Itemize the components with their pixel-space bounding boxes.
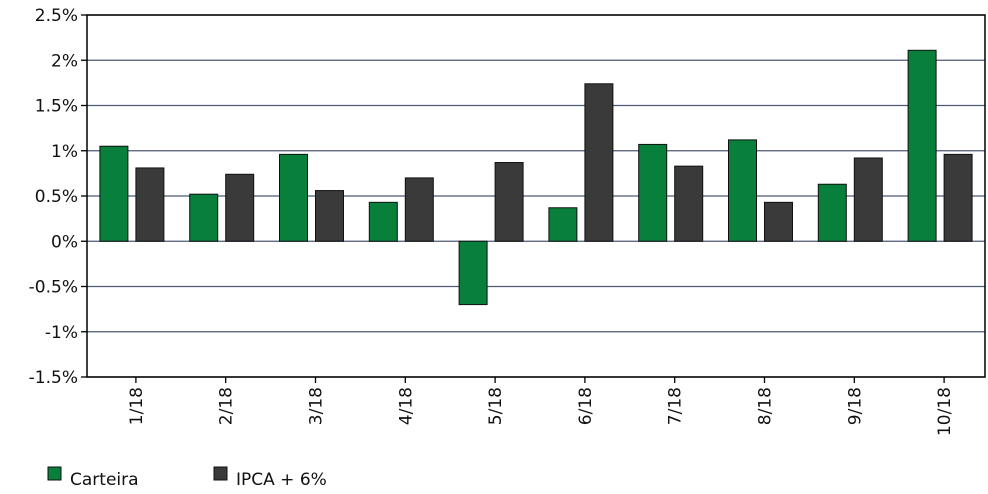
y-tick-label: 1.5% bbox=[35, 97, 78, 117]
bar bbox=[764, 201, 793, 242]
y-tick-label: 2.5% bbox=[35, 6, 78, 26]
bar bbox=[728, 139, 757, 242]
bar bbox=[548, 207, 578, 242]
y-tick-label: 0.5% bbox=[35, 187, 78, 207]
x-tick-label: 2/18 bbox=[217, 387, 237, 425]
bar bbox=[315, 190, 344, 242]
bar bbox=[458, 240, 488, 306]
x-tick-label: 8/18 bbox=[756, 387, 776, 425]
legend-swatch bbox=[47, 466, 62, 481]
x-tick-label: 4/18 bbox=[396, 387, 416, 425]
bar bbox=[99, 145, 129, 242]
y-tick-label: 2% bbox=[51, 51, 78, 71]
bar bbox=[907, 49, 937, 242]
y-tick-label: -0.5% bbox=[29, 278, 78, 298]
bar bbox=[368, 201, 398, 242]
x-tick-label: 6/18 bbox=[576, 387, 596, 425]
y-tick-label: -1.5% bbox=[29, 368, 78, 388]
bar bbox=[943, 153, 973, 242]
plot-frame bbox=[86, 14, 986, 378]
bar bbox=[225, 173, 255, 242]
bar bbox=[674, 165, 704, 242]
bar bbox=[853, 157, 883, 242]
y-tick-label: 0% bbox=[51, 232, 78, 252]
y-tick-label: -1% bbox=[45, 323, 78, 343]
x-tick-label: 9/18 bbox=[845, 387, 865, 425]
legend-swatch bbox=[213, 466, 228, 481]
x-tick-label: 7/18 bbox=[666, 387, 686, 425]
x-tick-label: 3/18 bbox=[307, 387, 327, 425]
bar bbox=[189, 193, 219, 242]
bar bbox=[279, 153, 308, 242]
legend-label: Carteira bbox=[70, 470, 139, 490]
bar bbox=[638, 143, 668, 242]
bar bbox=[135, 167, 165, 242]
bar bbox=[404, 177, 434, 242]
bar bbox=[584, 83, 614, 242]
bar bbox=[494, 162, 524, 242]
x-tick-label: 10/18 bbox=[935, 387, 955, 436]
y-tick-label: 1% bbox=[51, 142, 78, 162]
x-tick-label: 5/18 bbox=[486, 387, 506, 425]
legend-label: IPCA + 6% bbox=[236, 470, 327, 490]
x-tick-label: 1/18 bbox=[127, 387, 147, 425]
bar bbox=[817, 183, 847, 242]
